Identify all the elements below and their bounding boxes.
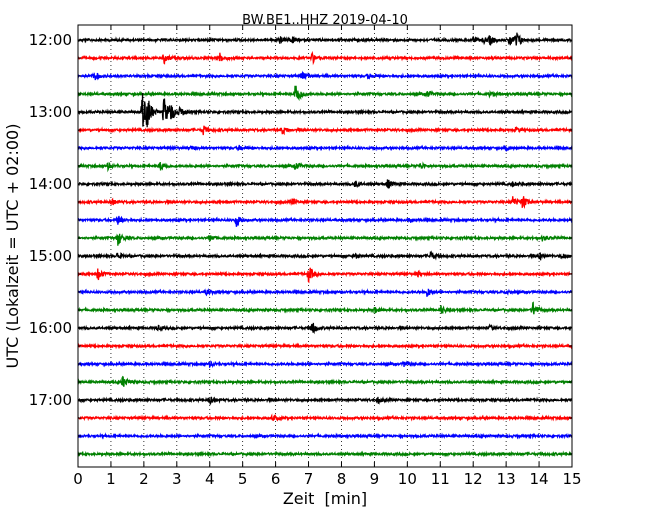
trace-line [77,196,573,210]
trace-line [77,288,573,297]
trace-line [77,50,573,66]
trace-line [77,301,573,315]
x-tick-label: 2 [139,470,149,488]
x-tick-label: 3 [172,470,182,488]
x-tick-label: 4 [205,470,215,488]
trace-line [77,93,573,128]
trace-line [77,250,573,261]
x-tick-label: 1 [106,470,116,488]
trace-line [77,85,573,102]
x-tick-label: 6 [271,470,281,488]
y-axis-ticks: 12:00 13:00 14:00 15:00 16:00 17:00 [29,31,572,455]
y-tick-label: 14:00 [29,175,72,193]
x-tick-label: 13 [497,470,516,488]
plot-frame [77,24,573,468]
trace-line [77,161,573,173]
chart-title: BW.BE1..HHZ 2019-04-10 [242,13,408,28]
x-axis-ticks: 0 1 2 3 4 5 6 7 8 9 10 11 12 13 14 15 [73,25,582,488]
x-tick-label: 8 [337,470,347,488]
x-tick-label: 12 [464,470,483,488]
x-tick-label: 9 [370,470,380,488]
trace-line [77,360,573,369]
grid-lines [110,25,540,467]
x-tick-label: 15 [562,470,581,488]
x-axis-label: Zeit [min] [283,489,367,508]
x-tick-label: 14 [530,470,549,488]
trace-line [77,179,573,189]
trace-line [77,144,573,152]
x-tick-label: 5 [238,470,248,488]
trace-line [77,413,573,422]
y-tick-label: 17:00 [29,391,72,409]
trace-line [77,32,573,46]
y-tick-label: 12:00 [29,31,72,49]
x-tick-label: 10 [398,470,417,488]
trace-line [77,215,573,227]
x-tick-label: 11 [431,470,450,488]
trace-line [77,396,573,405]
trace-line [77,267,573,284]
trace-line [77,432,573,440]
x-tick-label: 7 [304,470,314,488]
trace-line [77,233,573,246]
seismogram-traces [77,32,573,458]
trace-line [77,375,573,387]
trace-line [77,342,573,350]
trace-line [77,125,573,136]
trace-line [77,450,573,458]
x-tick-label: 0 [73,470,83,488]
y-tick-label: 13:00 [29,103,72,121]
y-tick-label: 16:00 [29,319,72,337]
y-axis-label: UTC (Lokalzeit = UTC + 02:00) [3,124,22,369]
trace-line [77,322,573,335]
trace-line [77,70,573,81]
y-tick-label: 15:00 [29,247,72,265]
